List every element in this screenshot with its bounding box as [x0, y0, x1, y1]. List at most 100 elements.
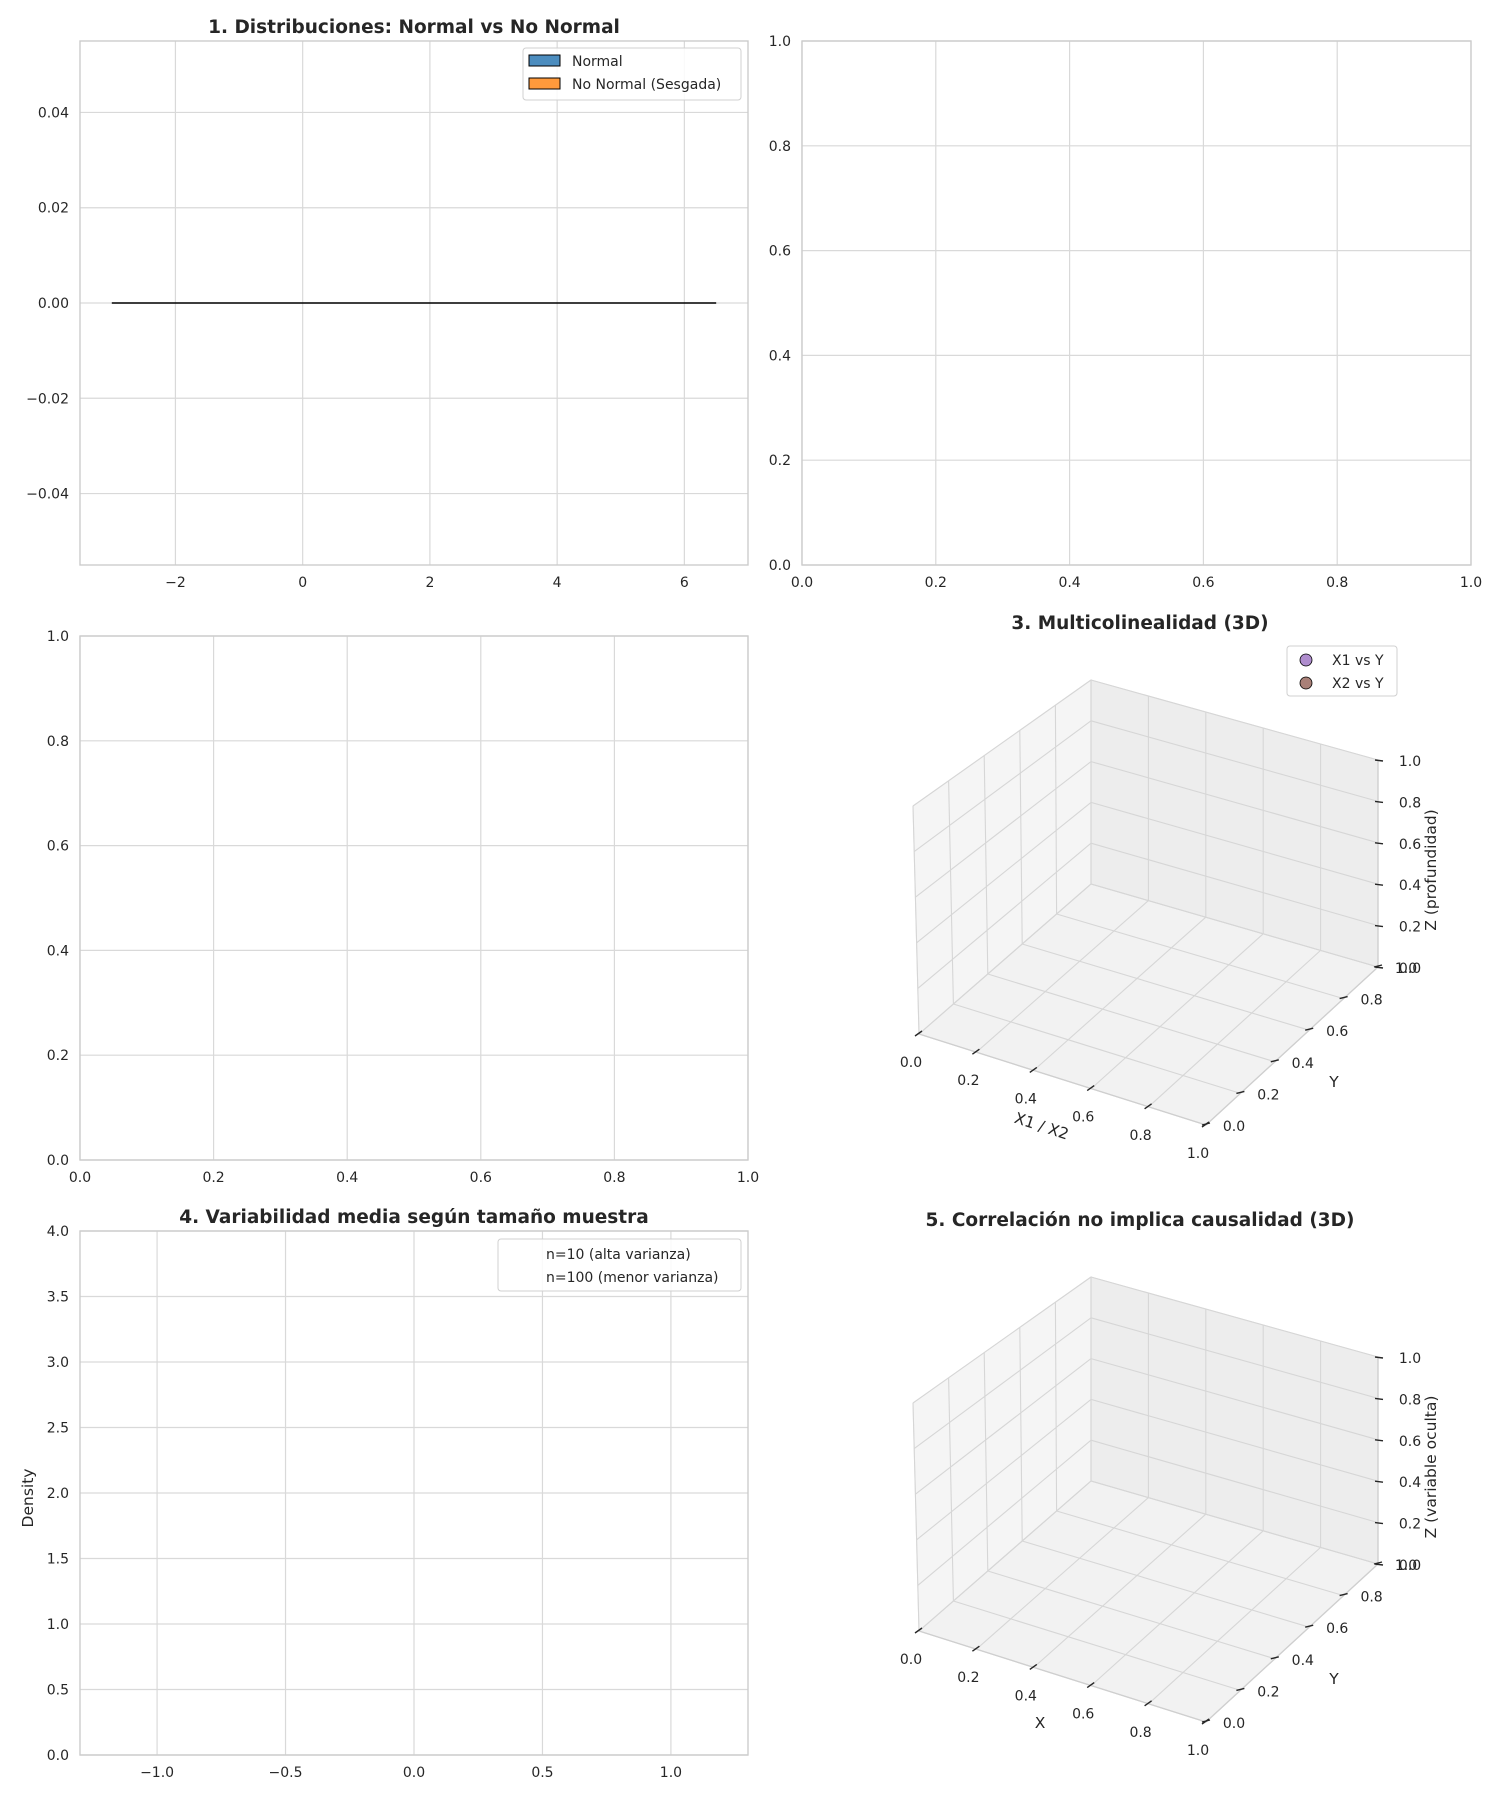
y-axis-line: [1205, 966, 1379, 1126]
y-tick-label: 0.2: [1257, 1087, 1279, 1103]
x-tick-label: 1.0: [660, 1765, 682, 1781]
x-tick: [971, 1048, 980, 1055]
z-tick-label: 0.8: [1399, 1392, 1421, 1408]
y-tick-label: 2.5: [47, 1421, 69, 1437]
x-axis-label: X1 / X2: [1012, 1109, 1071, 1143]
z-tick-label: 0.2: [1399, 920, 1421, 936]
x-tick-label: 0.8: [603, 1170, 625, 1186]
z-axis-label: Z (variable oculta): [1422, 1396, 1440, 1539]
x-tick-label: 0.4: [1015, 1091, 1037, 1107]
floor-gridline: [1090, 1530, 1264, 1687]
legend-label: n=10 (alta varianza): [546, 1247, 691, 1263]
y-axis-label: Y: [1328, 1670, 1339, 1688]
left-gridline: [917, 842, 1092, 989]
x-tick-label: −0.5: [269, 1765, 303, 1781]
left-gridline: [948, 1377, 954, 1602]
x-tick-label: 4: [553, 575, 562, 591]
y-tick-label: 0.6: [47, 839, 69, 855]
y-tick-label: 0.0: [47, 1748, 69, 1764]
y-tick-label: 0.4: [1292, 1056, 1314, 1072]
floor-gridline: [976, 900, 1149, 1053]
x-tick-label: 0: [298, 575, 307, 591]
left-gridline: [913, 720, 1092, 853]
floor-gridline: [1148, 949, 1321, 1108]
z-tick-label: 1.0: [1399, 1351, 1421, 1367]
y-axis-label: Y: [1328, 1073, 1339, 1091]
floor-gridline: [1148, 1546, 1321, 1705]
x-tick-label: 0.0: [403, 1765, 425, 1781]
y-tick-label: 0.8: [1360, 1590, 1382, 1606]
x-tick-label: 1.0: [1460, 575, 1482, 591]
floor-gridline: [987, 1570, 1275, 1660]
y-tick: [1236, 1090, 1245, 1095]
z-tick-label: 0.8: [1399, 795, 1421, 811]
legend: X1 vs Y X2 vs Y: [1286, 645, 1398, 697]
z-tick: [1374, 966, 1384, 969]
x-tick-label: 0.2: [957, 1073, 979, 1089]
legend-label: X1 vs Y: [1332, 653, 1384, 669]
y-tick-label: 3.0: [47, 1355, 69, 1371]
x-tick-label: 1.0: [1187, 1146, 1209, 1162]
legend: Normal No Normal (Sesgada): [522, 47, 742, 101]
x-tick-label: 0.4: [1015, 1688, 1037, 1704]
left-gridline: [912, 679, 1092, 807]
y-tick-label: −0.02: [26, 391, 69, 407]
floor-gridline: [1022, 1540, 1310, 1628]
x-tick-label: 0.8: [1326, 575, 1348, 591]
back-gridline: [1090, 1398, 1379, 1482]
left-gridline: [918, 1480, 1092, 1632]
x-tick-label: 6: [680, 575, 689, 591]
x-tick-label: 0.5: [531, 1765, 553, 1781]
left-gridline: [1019, 1327, 1023, 1542]
y-tick: [1339, 995, 1348, 1000]
left-gridline: [915, 1358, 1092, 1495]
x-tick: [1029, 1663, 1038, 1670]
y-tick-label: 0.02: [38, 201, 69, 217]
left-gridline: [983, 1352, 989, 1572]
chart-title: 1. Distribuciones: Normal vs No Normal: [208, 17, 620, 38]
floor-gridline: [953, 1600, 1241, 1691]
y-tick-label: 0.6: [1326, 1621, 1348, 1637]
back-gridline: [1090, 801, 1379, 885]
legend-swatch: [528, 77, 561, 90]
y-tick-label: 0.8: [769, 139, 791, 155]
chart-title: 5. Correlación no implica causalidad (3D…: [926, 1210, 1355, 1231]
chart-3: 0.0 0.2 0.4 0.6 0.8 1.0 0.0 0.2 0.4 0.6 0.8 1.0: [47, 629, 759, 1186]
chart-1: −2 0 2 4 6 −0.04 −0.02 0.00 0.02 0.04 1. Distribuc…: [26, 17, 749, 591]
y-tick-label: 0.5: [47, 1683, 69, 1699]
back-gridline: [1090, 679, 1379, 761]
x-tick-label: 0.2: [957, 1670, 979, 1686]
back-gridline: [1090, 720, 1379, 802]
y-tick: [1270, 1059, 1279, 1063]
y-tick-label: 1.0: [1395, 1558, 1417, 1574]
y-tick-label: 0.4: [1292, 1653, 1314, 1669]
z-tick: [1374, 842, 1384, 845]
left-gridline: [912, 805, 920, 1035]
z-tick: [1374, 883, 1384, 886]
legend-label: n=100 (menor varianza): [546, 1270, 718, 1286]
floor-gridline: [976, 1497, 1149, 1650]
floor-gridline: [953, 1003, 1241, 1094]
floor-gridline: [1090, 933, 1264, 1090]
y-tick-label: 1.0: [47, 1617, 69, 1633]
y-tick-label: 3.5: [47, 1290, 69, 1306]
left-gridline: [1019, 730, 1023, 945]
y-tick-label: 0.2: [1257, 1684, 1279, 1700]
x-tick-label: 1.0: [737, 1170, 759, 1186]
legend: n=10 (alta varianza) n=100 (menor varianz…: [497, 1238, 742, 1292]
x-tick: [1201, 1718, 1210, 1725]
y-tick: [1305, 1027, 1314, 1031]
plot-area: [80, 636, 748, 1160]
y-tick-label: 1.5: [47, 1552, 69, 1568]
x-tick: [1144, 1700, 1153, 1707]
left-gridline: [912, 1276, 1092, 1404]
x-tick-label: 0.6: [1072, 1110, 1094, 1126]
y-tick-label: 0.0: [1223, 1119, 1245, 1135]
z-tick-label: 0.0: [1399, 961, 1421, 977]
x-tick-label: 0.4: [1058, 575, 1080, 591]
x-tick: [914, 1627, 923, 1634]
left-gridline: [913, 1317, 1092, 1450]
back-gridline: [1090, 842, 1379, 927]
y-tick-label: 0.04: [38, 105, 69, 121]
z-tick: [1374, 800, 1384, 804]
